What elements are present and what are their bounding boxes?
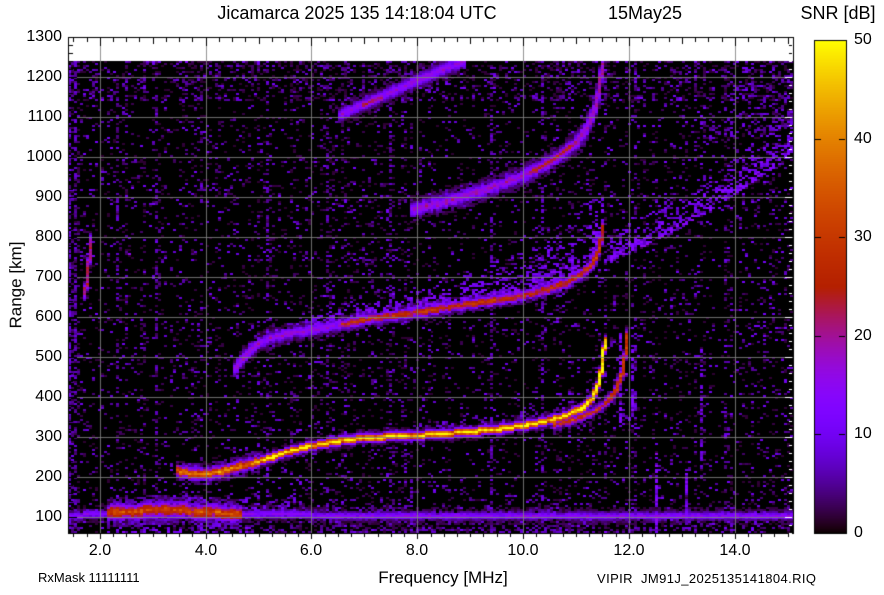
x-tick-label: 14.0 bbox=[719, 542, 751, 559]
y-tick-label: 200 bbox=[35, 468, 62, 485]
colorbar-tick-label: 50 bbox=[854, 31, 872, 48]
y-tick-label: 900 bbox=[35, 188, 62, 205]
colorbar-tick-label: 40 bbox=[854, 130, 872, 147]
y-tick-label: 1100 bbox=[27, 108, 62, 125]
y-tick-label: 100 bbox=[35, 508, 62, 525]
colorbar-tick-label: 10 bbox=[854, 425, 872, 442]
y-tick-label: 1300 bbox=[26, 28, 62, 45]
x-axis-label: Frequency [MHz] bbox=[378, 568, 508, 587]
y-tick-label: 1200 bbox=[26, 68, 62, 85]
y-tick-label: 400 bbox=[35, 388, 62, 405]
x-tick-label: 8.0 bbox=[405, 542, 429, 559]
x-tick-label: 10.0 bbox=[507, 542, 539, 559]
y-tick-label: 1000 bbox=[26, 148, 62, 165]
y-tick-label: 300 bbox=[35, 428, 62, 445]
colorbar-tick-label: 30 bbox=[854, 228, 872, 245]
x-tick-label: 2.0 bbox=[88, 542, 112, 559]
x-tick-label: 4.0 bbox=[194, 542, 218, 559]
x-tick-label: 6.0 bbox=[299, 542, 323, 559]
y-tick-label: 500 bbox=[35, 348, 62, 365]
filename-label: VIPIR JM91J_2025135141804.RIQ bbox=[597, 571, 817, 586]
colorbar-title: SNR [dB] bbox=[800, 3, 876, 23]
colorbar-tick-label: 20 bbox=[854, 327, 872, 344]
colorbar-tick-label: 0 bbox=[854, 524, 863, 541]
y-tick-label: 800 bbox=[35, 228, 62, 245]
y-tick-label: 600 bbox=[35, 308, 62, 325]
x-tick-label: 12.0 bbox=[613, 542, 645, 559]
rxmask-label: RxMask 11111111 bbox=[38, 570, 140, 585]
y-tick-label: 700 bbox=[35, 268, 62, 285]
plot-date-label: 15May25 bbox=[607, 3, 683, 23]
plot-title: Jicamarca 2025 135 14:18:04 UTC bbox=[217, 3, 497, 23]
